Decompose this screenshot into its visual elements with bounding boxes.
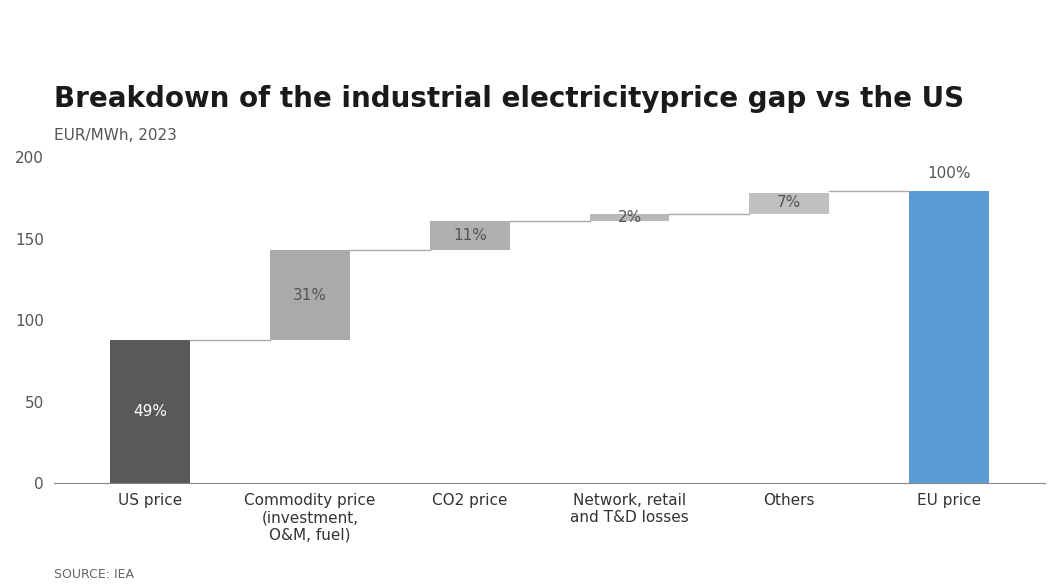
Text: EUR/MWh, 2023: EUR/MWh, 2023 <box>54 128 177 143</box>
Text: 49%: 49% <box>134 404 167 419</box>
Bar <box>589 214 670 221</box>
Text: 31%: 31% <box>293 288 326 303</box>
Bar <box>429 221 510 250</box>
Title: Breakdown of the industrial electricityprice gap vs the US: Breakdown of the industrial electricityp… <box>54 86 965 113</box>
Text: 7%: 7% <box>777 195 801 210</box>
Text: SOURCE: IEA: SOURCE: IEA <box>54 568 135 581</box>
Text: 100%: 100% <box>928 166 971 181</box>
Bar <box>110 340 190 483</box>
Bar <box>270 250 350 340</box>
Text: 11%: 11% <box>453 228 487 243</box>
Bar <box>909 191 989 483</box>
Text: 2%: 2% <box>617 210 641 225</box>
Bar <box>749 193 829 214</box>
